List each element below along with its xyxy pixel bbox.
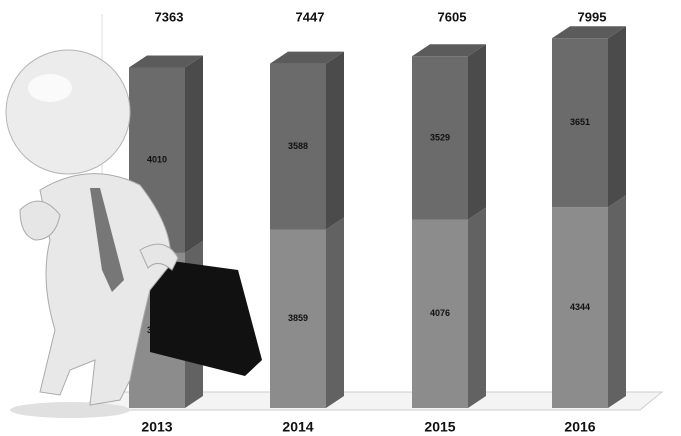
data-label: 3529 [430,132,450,142]
total-label: 7447 [296,9,325,24]
x-tick-label: 2014 [282,419,313,435]
data-label: 4076 [430,308,450,318]
bar-side [468,44,486,220]
bar-side [608,26,626,208]
figure [5,49,262,418]
x-tick-label: 2016 [564,419,595,435]
bar-segment [412,219,468,408]
bar-side [608,195,626,408]
bar-segment [552,207,608,408]
data-label: 4344 [570,302,590,312]
bar-segment [412,56,468,220]
total-label: 7605 [438,9,467,24]
data-label: 3651 [570,117,590,127]
bar-side [185,55,203,253]
bar-top [270,51,344,64]
data-label: 3588 [288,141,308,151]
data-label: 3859 [288,313,308,323]
bar-side [468,207,486,408]
bar-top [412,44,486,57]
bar-top [552,26,626,39]
bar-side [326,217,344,408]
bar-side [326,51,344,230]
total-label: 7995 [578,9,607,24]
bar-top [129,55,203,68]
x-tick-label: 2015 [424,419,455,435]
total-label: 7363 [155,9,184,24]
data-label: 4010 [147,155,167,165]
bar-segment [270,63,326,230]
bar-segment [270,229,326,408]
bar-segment [552,38,608,208]
x-tick-label: 2013 [141,419,172,435]
